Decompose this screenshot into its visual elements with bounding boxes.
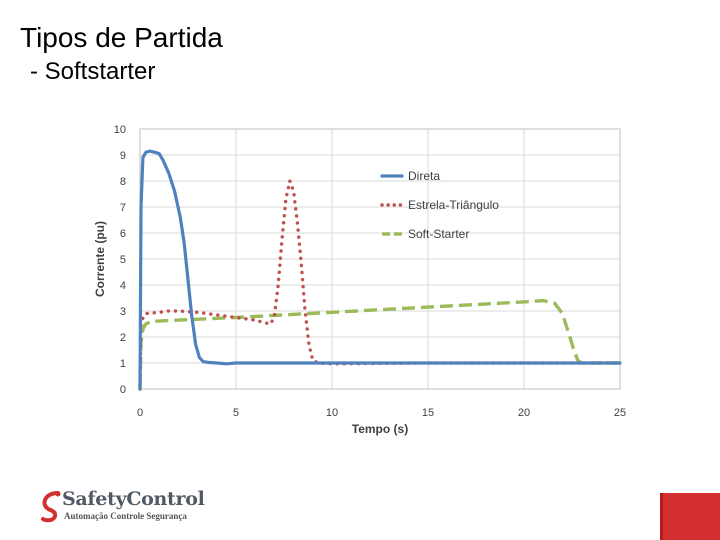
series-line-0 <box>138 149 622 391</box>
y-tick-label-3: 3 <box>120 306 126 318</box>
y-axis-label: Corrente (pu) <box>93 221 107 297</box>
x-axis-label: Tempo (s) <box>352 422 408 436</box>
x-tick-label-4: 20 <box>518 407 530 419</box>
y-tick-label-2: 2 <box>120 332 126 344</box>
legend-label-1: Estrela-Triângulo <box>408 198 499 212</box>
x-tick-labels: 0 5 10 15 20 25 <box>137 407 626 419</box>
y-tick-label-0: 0 <box>120 384 126 396</box>
logo-word-safety: Safety <box>62 488 127 510</box>
y-tick-label-6: 6 <box>120 228 126 240</box>
corner-accent-shape <box>660 493 720 540</box>
logo-tagline: Automação Controle Segurança <box>64 511 187 521</box>
y-tick-label-8: 8 <box>120 176 126 188</box>
chart-grid <box>139 128 621 390</box>
y-tick-label-5: 5 <box>120 254 126 266</box>
legend-label-2: Soft-Starter <box>408 227 469 241</box>
y-tick-label-7: 7 <box>120 202 126 214</box>
y-tick-labels: 0 1 2 3 4 5 6 7 8 9 10 <box>114 124 126 396</box>
y-tick-label-1: 1 <box>120 358 126 370</box>
series-lines <box>138 149 622 391</box>
logo-word-control: Control <box>126 488 205 510</box>
x-tick-label-0: 0 <box>137 407 143 419</box>
y-tick-label-9: 9 <box>120 150 126 162</box>
chart-legend: Direta Estrela-Triângulo Soft-Starter <box>380 169 499 241</box>
logo-emblem-icon <box>41 491 61 523</box>
slide-subtitle: - Softstarter <box>30 58 156 85</box>
y-tick-label-10: 10 <box>114 124 126 136</box>
x-tick-label-5: 25 <box>614 407 626 419</box>
x-tick-label-1: 5 <box>233 407 239 419</box>
safety-control-logo: SafetyControl Automação Controle Seguran… <box>40 488 240 528</box>
logo-wordmark: SafetyControl <box>62 488 205 510</box>
x-tick-label-3: 15 <box>422 407 434 419</box>
x-tick-label-2: 10 <box>326 407 338 419</box>
y-tick-label-4: 4 <box>120 280 126 292</box>
legend-label-0: Direta <box>408 169 440 183</box>
series-line-2 <box>138 298 620 390</box>
slide-title: Tipos de Partida <box>20 22 223 53</box>
